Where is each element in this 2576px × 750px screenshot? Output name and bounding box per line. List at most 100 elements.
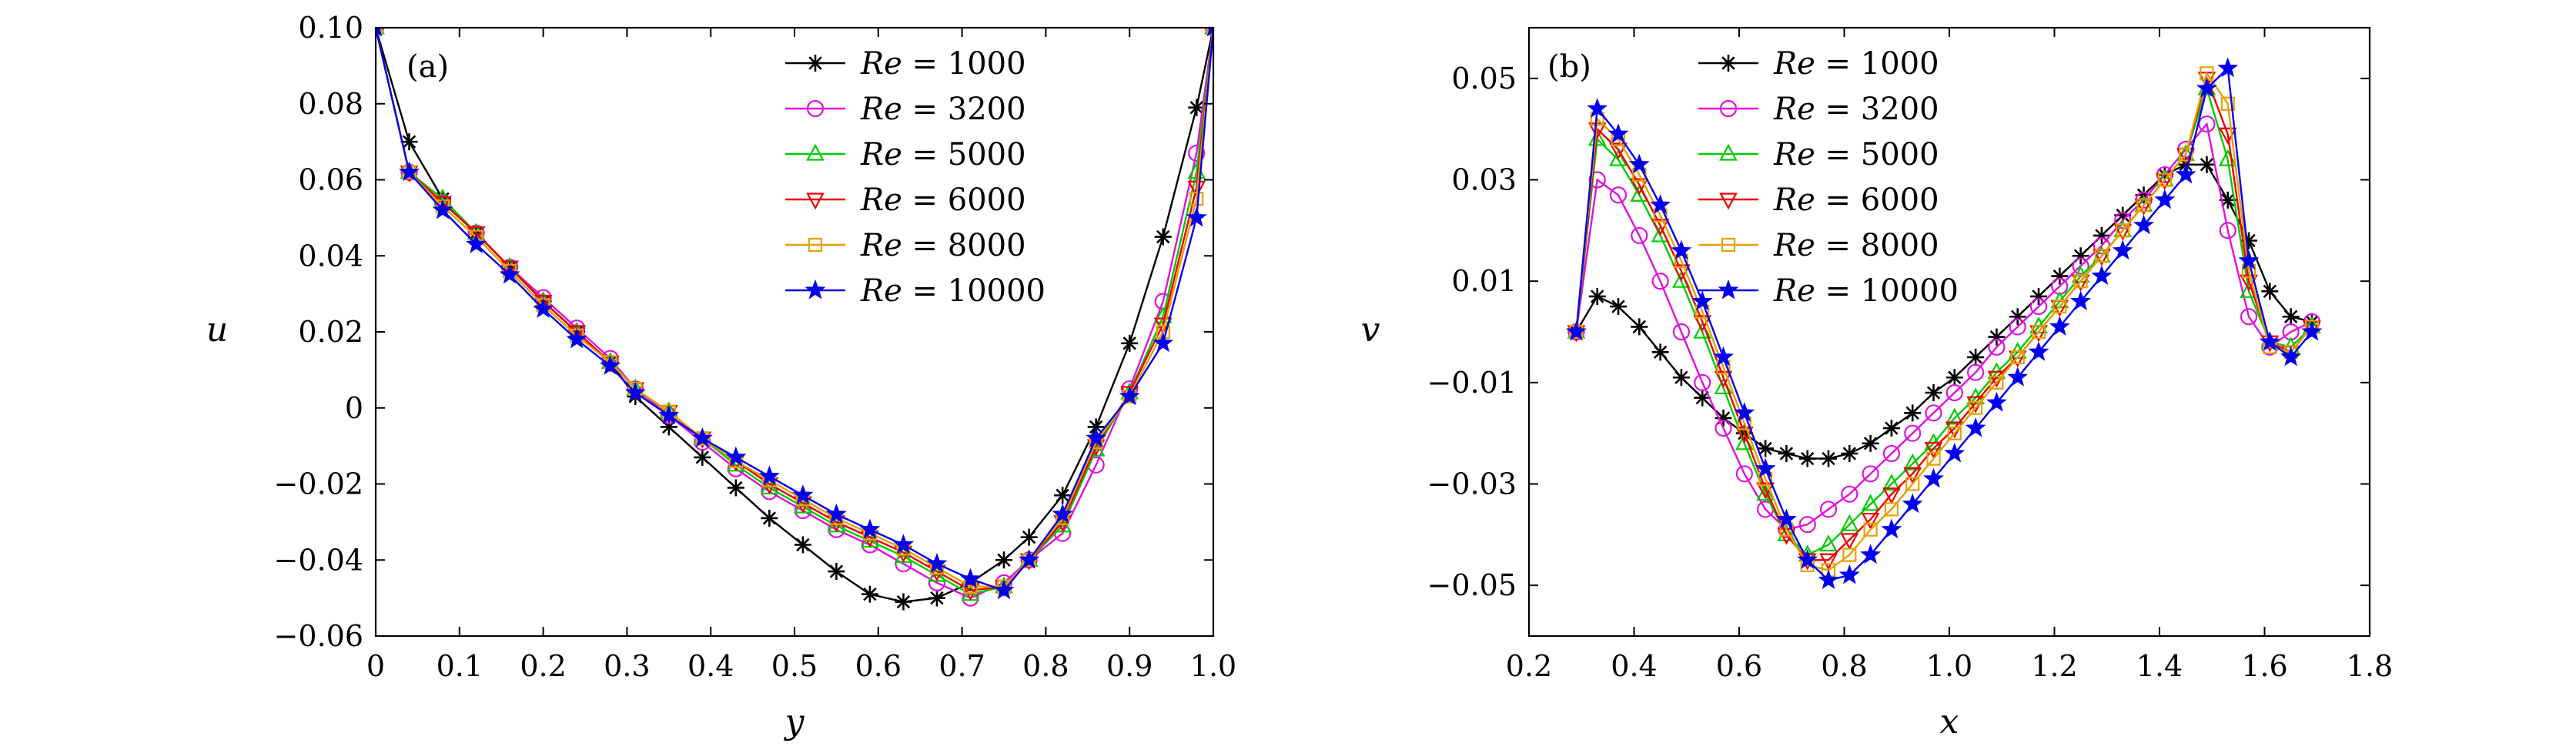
- data-point: [2133, 214, 2154, 235]
- chart-panel-a: 0 0.1 0.2 0.3 0.4 0.5 0.6 0.7 0.8 0.9 1.0 −0.06 −0.0…: [206, 11, 1236, 742]
- x-tick-label: 0.8: [1022, 649, 1069, 683]
- legend-marker: [807, 55, 824, 72]
- data-point: [1650, 194, 1671, 214]
- data-point: [1861, 494, 1880, 511]
- x-tick-label: 0.8: [1821, 649, 1867, 683]
- data-point: [500, 260, 519, 278]
- data-point: [828, 563, 845, 581]
- data-point: [658, 404, 680, 425]
- data-point: [1819, 501, 1838, 518]
- y-tick-label: 0.06: [298, 163, 363, 197]
- data-point: [1841, 445, 1858, 462]
- data-point: [1969, 400, 1983, 415]
- y-tick-label: 0.04: [298, 239, 363, 273]
- chart-panel-b: 0.2 0.4 0.6 0.8 1.0 1.2 1.4 1.6 1.8 −0.05 −0.03 −0.…: [1361, 26, 2393, 742]
- x-tick-label: 0.2: [1506, 649, 1552, 683]
- legend-entry: Re = 3200: [1773, 92, 1939, 127]
- data-point: [1905, 477, 1920, 491]
- data-point: [727, 479, 744, 497]
- data-point: [2179, 147, 2193, 162]
- legend-entry: Re = 5000: [860, 137, 1026, 172]
- y-tick-label: −0.02: [274, 467, 363, 501]
- data-point: [1944, 442, 1965, 463]
- data-point: [2072, 257, 2089, 275]
- data-point: [1052, 503, 1073, 524]
- data-point: [433, 196, 452, 213]
- legend: Re = 1000 Re = 3200 Re = 5000 Re = 6000 Re =…: [1698, 46, 1959, 309]
- data-point: [1903, 467, 1922, 484]
- x-tick-label: 0.7: [938, 649, 985, 683]
- legend-entry: Re = 8000: [1773, 228, 1939, 263]
- data-point: [400, 133, 418, 151]
- data-point: [1588, 287, 1606, 305]
- legend-entry: Re = 10000: [1773, 273, 1959, 309]
- legend: Re = 1000 Re = 3200 Re = 5000 Re = 6000 Re =…: [785, 46, 1045, 309]
- data-point: [2073, 274, 2088, 289]
- data-point: [1630, 178, 1649, 196]
- data-point: [1797, 549, 1818, 569]
- data-point: [2094, 249, 2109, 263]
- data-point: [995, 551, 1012, 569]
- data-point: [926, 553, 948, 573]
- data-point: [1206, 28, 1213, 37]
- series-line: [1575, 66, 2313, 581]
- legend-entry: Re = 1000: [860, 46, 1026, 82]
- data-point: [399, 161, 420, 182]
- data-point: [1651, 219, 1670, 236]
- data-point: [1860, 544, 1882, 564]
- legend-marker: [1719, 99, 1738, 118]
- x-tick-label: 1.8: [2347, 649, 2393, 683]
- data-point: [466, 233, 487, 253]
- data-point: [1862, 434, 1879, 452]
- x-axis-label: y: [784, 702, 805, 742]
- legend-entry: Re = 10000: [860, 273, 1045, 309]
- data-point: [1838, 564, 1860, 584]
- x-tick-label: 1.0: [1190, 649, 1236, 683]
- series-re-1000: [1567, 156, 2320, 467]
- data-point: [2238, 249, 2260, 270]
- x-tick-label: 0.9: [1106, 649, 1153, 683]
- data-point: [2031, 324, 2046, 340]
- y-tick-label: −0.04: [274, 543, 363, 577]
- data-point: [1609, 149, 1628, 166]
- data-point: [1945, 407, 1964, 425]
- data-point: [1842, 547, 1857, 562]
- plot-area: [376, 28, 1213, 611]
- data-point: [1904, 424, 1922, 442]
- data-point: [1610, 298, 1628, 316]
- data-point: [792, 484, 814, 504]
- data-point: [1925, 384, 1942, 401]
- data-point: [1694, 389, 1711, 407]
- data-point: [2219, 222, 2236, 239]
- series-re-5000: [376, 28, 1213, 601]
- data-point: [1607, 123, 1629, 143]
- series-re-5000: [1567, 78, 2321, 562]
- data-point: [2282, 308, 2300, 326]
- data-point: [2280, 346, 2302, 367]
- legend-marker: [806, 193, 825, 210]
- data-point: [1121, 334, 1139, 352]
- data-point: [1565, 320, 1587, 341]
- y-axis-label: u: [206, 310, 228, 350]
- data-point: [1945, 383, 1963, 402]
- data-point: [794, 536, 811, 554]
- data-point: [2116, 223, 2130, 238]
- series-re-8000: [376, 28, 1213, 594]
- panel-label: (b): [1547, 49, 1591, 85]
- data-point: [1186, 206, 1207, 227]
- x-tick-label: 0: [366, 649, 385, 683]
- x-tick-label: 0.4: [687, 649, 734, 683]
- series-re-10000: [376, 28, 1213, 600]
- legend-entry: Re = 1000: [1773, 46, 1939, 82]
- data-point: [1588, 171, 1606, 189]
- data-point: [1924, 441, 1943, 459]
- data-point: [2091, 265, 2113, 286]
- data-point: [1818, 569, 1839, 590]
- data-point: [859, 518, 881, 539]
- data-point: [694, 448, 711, 466]
- data-point: [1694, 373, 1711, 391]
- legend-marker: [1719, 193, 1738, 210]
- y-tick-label: 0.05: [1451, 62, 1517, 95]
- data-point: [1651, 343, 1669, 361]
- series-re-8000: [1569, 66, 2320, 578]
